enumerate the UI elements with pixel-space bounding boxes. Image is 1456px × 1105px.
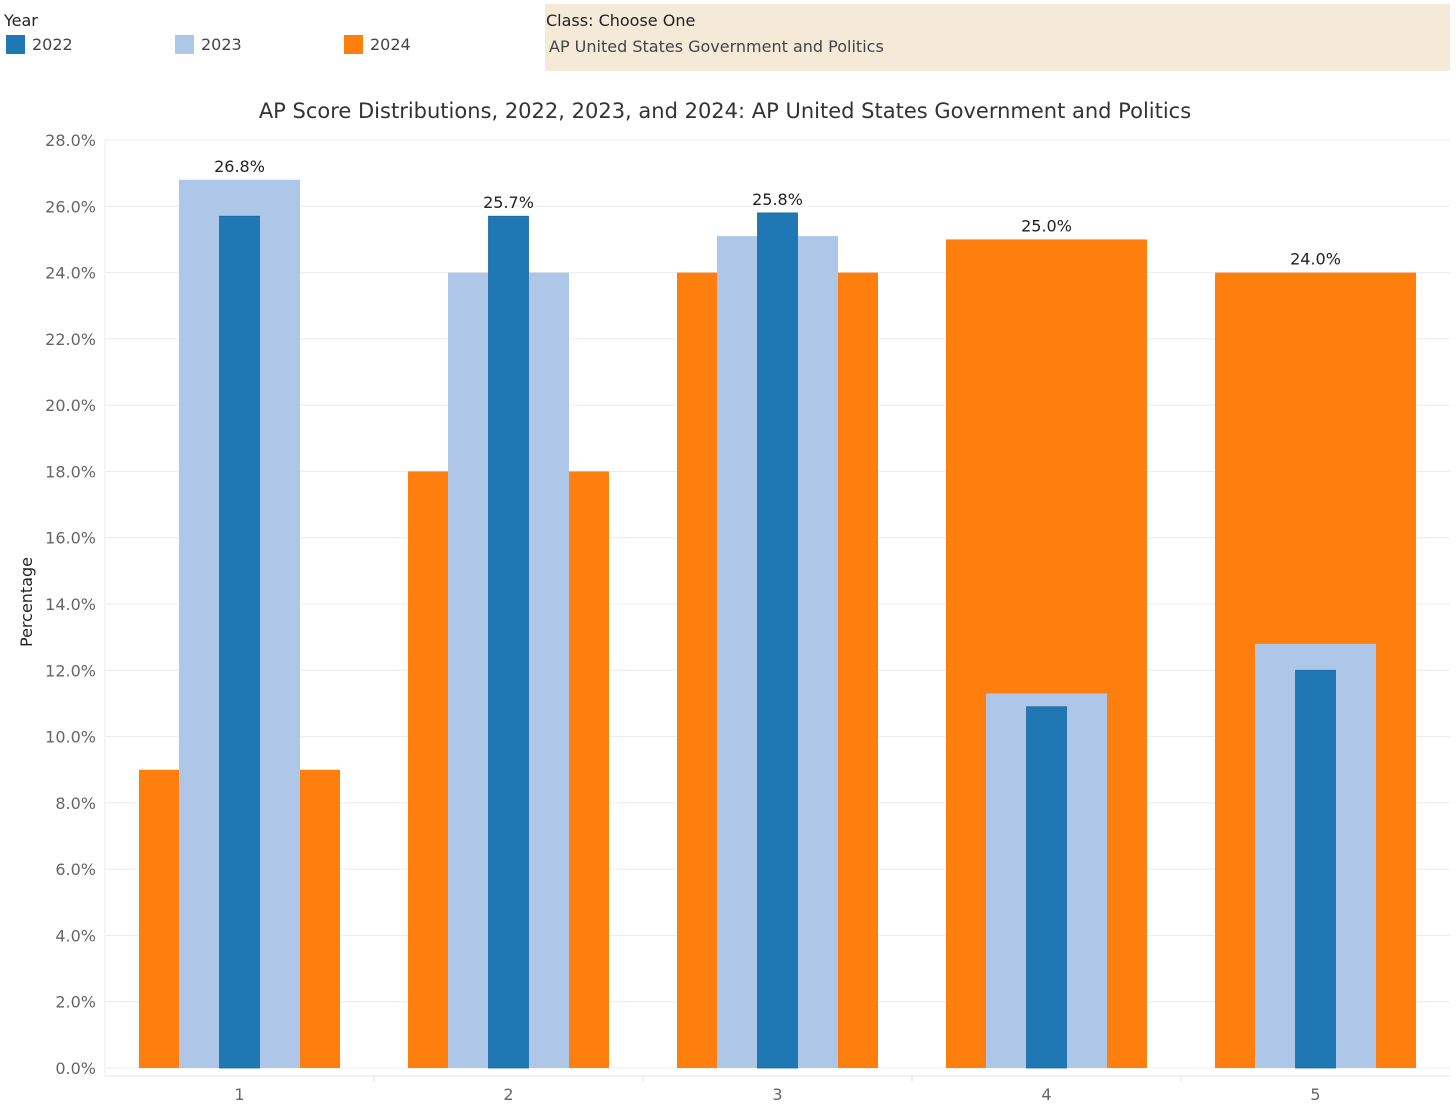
bar-2022-score-2 xyxy=(488,215,529,1069)
bar-2022-score-1 xyxy=(219,215,260,1069)
y-tick-label: 8.0% xyxy=(55,794,96,813)
y-tick-label: 2.0% xyxy=(55,993,96,1012)
x-tick-label-5: 5 xyxy=(1310,1085,1320,1100)
y-tick-label: 18.0% xyxy=(45,462,96,481)
legend-swatch-2023 xyxy=(175,35,194,54)
y-tick-label: 24.0% xyxy=(45,264,96,283)
data-label-score-3: 25.8% xyxy=(752,190,803,209)
y-tick-label: 0.0% xyxy=(55,1059,96,1078)
y-tick-label: 4.0% xyxy=(55,926,96,945)
y-tick-labels: 0.0% 2.0% 4.0% 6.0% 8.0% 10.0% 12.0% 14.0% 16.0%… xyxy=(45,131,96,1078)
legend-swatch-2022 xyxy=(6,35,25,54)
filter-title: Class: Choose One xyxy=(546,11,696,30)
legend-item-2024[interactable]: 2024 xyxy=(344,35,411,54)
y-tick-label: 20.0% xyxy=(45,396,96,415)
legend-item-2022[interactable]: 2022 xyxy=(6,35,73,54)
y-tick-label: 28.0% xyxy=(45,131,96,150)
data-label-score-1: 26.8% xyxy=(214,157,265,176)
chart-title: AP Score Distributions, 2022, 2023, and … xyxy=(259,99,1191,123)
legend-label-2022: 2022 xyxy=(32,35,73,54)
legend-label-2024: 2024 xyxy=(370,35,411,54)
y-tick-label: 12.0% xyxy=(45,661,96,680)
x-tick-label-4: 4 xyxy=(1041,1085,1051,1100)
y-tick-label: 6.0% xyxy=(55,860,96,879)
legend-label-2023: 2023 xyxy=(201,35,242,54)
x-tick-labels: 1 2 3 4 5 xyxy=(234,1085,1320,1100)
y-axis-title: Percentage xyxy=(17,557,36,647)
legend-swatch-2024 xyxy=(344,35,363,54)
legend: Year 2022 2023 2024 xyxy=(0,0,540,70)
x-tick-label-3: 3 xyxy=(772,1085,782,1100)
legend-item-2023[interactable]: 2023 xyxy=(175,35,242,54)
filter-selected-class[interactable]: AP United States Government and Politics xyxy=(549,37,884,56)
legend-title: Year xyxy=(4,11,38,30)
data-label-score-5: 24.0% xyxy=(1290,250,1341,269)
y-tick-label: 22.0% xyxy=(45,330,96,349)
bar-2022-score-3 xyxy=(757,212,798,1069)
bar-2022-score-5 xyxy=(1295,669,1336,1069)
y-tick-label: 10.0% xyxy=(45,728,96,747)
y-tick-label: 16.0% xyxy=(45,529,96,548)
class-filter[interactable]: Class: Choose One AP United States Gover… xyxy=(545,4,1450,71)
y-tick-label: 26.0% xyxy=(45,197,96,216)
bars xyxy=(139,179,1416,1069)
x-tick-label-2: 2 xyxy=(503,1085,513,1100)
data-label-score-4: 25.0% xyxy=(1021,216,1072,235)
x-tick-label-1: 1 xyxy=(234,1085,244,1100)
data-labels: 26.8% 25.7% 25.8% 25.0% 24.0% xyxy=(214,157,1341,269)
data-label-score-2: 25.7% xyxy=(483,193,534,212)
bar-2022-score-4 xyxy=(1026,706,1067,1069)
score-distribution-chart: AP Score Distributions, 2022, 2023, and … xyxy=(17,99,1450,1100)
y-tick-label: 14.0% xyxy=(45,595,96,614)
